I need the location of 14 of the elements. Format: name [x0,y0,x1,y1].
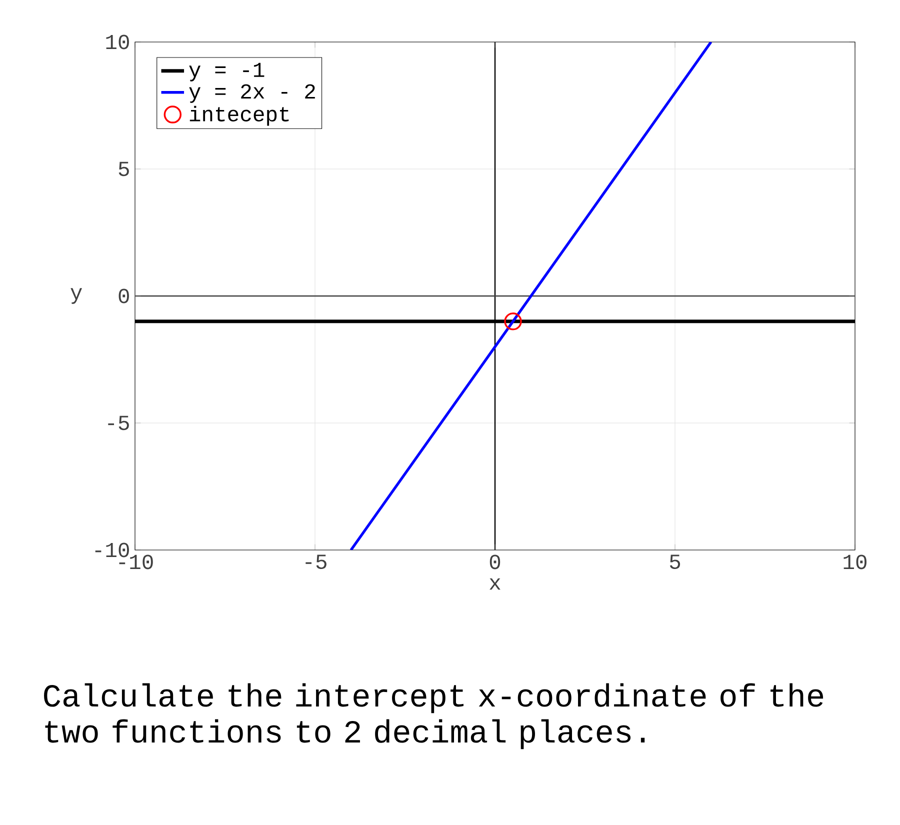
x-tick-label: 10 [844,554,866,570]
y-tick-label: 5 [118,162,129,176]
x-tick-label: 5 [670,554,680,569]
y-tick-label: -5 [108,416,129,430]
y-axis-title: y [70,288,82,304]
x-tick-label: -5 [306,554,326,569]
legend-label: y = -1 [189,62,264,82]
y-tick-label: 0 [118,288,129,304]
text: Calculate the intercept x-coordinate of the two functions to 2 decimal places. [44,683,824,750]
y-tick-label: 10 [106,34,129,50]
legend-label: y = 2x - 2 [189,84,315,103]
x-axis-title: x [490,578,500,590]
legend-label: intecept [190,106,289,126]
x-tick-label: 0 [490,554,500,570]
